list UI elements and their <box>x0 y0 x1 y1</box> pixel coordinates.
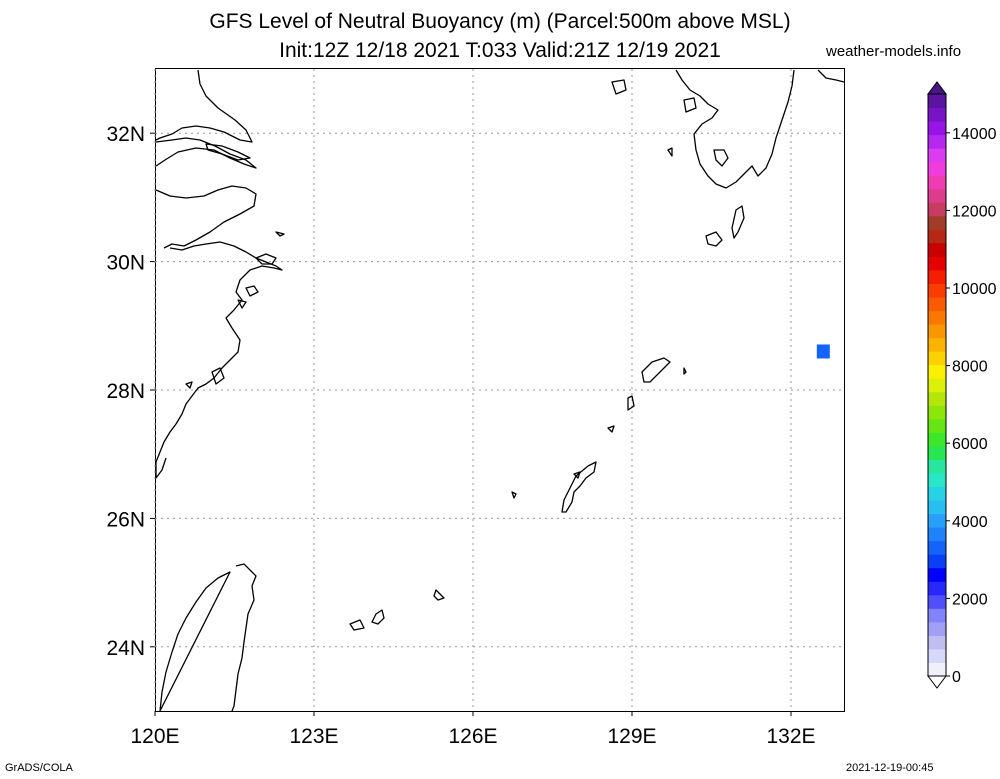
colorbar-max-arrow <box>927 81 947 95</box>
colorbar-swatch <box>928 459 946 474</box>
colorbar-swatch <box>928 256 946 271</box>
colorbar-swatch <box>928 324 946 339</box>
ishigaki-island <box>371 609 385 625</box>
colorbar-swatch <box>928 297 946 312</box>
okinawa-island <box>561 461 597 513</box>
timestamp-label: 2021-12-19-00:45 <box>846 762 934 774</box>
colorbar-swatch <box>928 648 946 663</box>
colorbar-swatch <box>928 554 946 569</box>
data-features <box>816 344 830 359</box>
colorbar-swatch <box>928 310 946 325</box>
colorbar-swatch <box>928 351 946 366</box>
colorbar-swatch <box>928 405 946 420</box>
kikai-island <box>683 367 687 375</box>
colorbar-swatch <box>928 364 946 379</box>
colorbar-swatch <box>928 445 946 460</box>
colorbar-label: 4000 <box>952 514 988 531</box>
lat-label: 30N <box>106 252 145 275</box>
colorbar-swatch <box>928 391 946 406</box>
tokunoshima-island <box>627 395 635 411</box>
colorbar-min-arrow <box>927 675 947 689</box>
okinoerabu-island <box>607 425 615 433</box>
coastlines <box>155 69 845 712</box>
tanegashima-island <box>731 205 745 239</box>
colorbar-swatch <box>928 148 946 163</box>
taiwan-coastline <box>159 563 257 712</box>
lat-label: 28N <box>106 380 145 403</box>
colorbar-swatch <box>928 594 946 609</box>
colorbar-swatch <box>928 94 946 109</box>
colorbar-frame <box>927 93 947 677</box>
colorbar-swatch <box>928 662 946 677</box>
japan-north-coast <box>817 69 845 83</box>
colorbar-label: 14000 <box>952 126 997 143</box>
colorbar-swatch <box>928 608 946 623</box>
colorbar-label: 10000 <box>952 281 997 298</box>
miyako-island <box>433 589 445 601</box>
fujian-islands <box>185 367 225 389</box>
colorbar-swatch <box>928 161 946 176</box>
map-title-line-1: GFS Level of Neutral Buoyancy (m) (Parce… <box>209 10 791 33</box>
colorbar-label: 6000 <box>952 436 988 453</box>
colorbar-swatch <box>928 621 946 636</box>
goto-islands <box>611 79 697 157</box>
colorbar-swatch <box>928 229 946 244</box>
lat-label: 32N <box>106 123 145 146</box>
kyushu-bay <box>713 149 729 167</box>
kyushu-coastline <box>675 69 795 189</box>
lat-label: 24N <box>106 637 145 660</box>
colorbar-swatch <box>928 269 946 284</box>
yakushima-island <box>705 231 723 247</box>
colorbar-label: 0 <box>952 669 961 686</box>
lon-label: 123E <box>289 725 338 748</box>
colorbar-swatch <box>928 175 946 190</box>
colorbar-swatch <box>928 378 946 393</box>
china-inlet <box>205 143 251 161</box>
colorbar-label: 8000 <box>952 359 988 376</box>
colorbar-swatch <box>928 500 946 515</box>
colorbar-label: 12000 <box>952 203 997 220</box>
colorbar-swatch <box>928 581 946 596</box>
credit-label: GrADS/COLA <box>5 762 73 774</box>
colorbar-swatch <box>928 540 946 555</box>
colorbar-swatch <box>928 527 946 542</box>
colorbar-swatch <box>928 567 946 582</box>
map-title-line-2: Init:12Z 12/18 2021 T:033 Valid:21Z 12/1… <box>279 39 721 62</box>
colorbar-swatch <box>928 202 946 217</box>
colorbar-swatch <box>928 188 946 203</box>
amami-island <box>641 357 671 383</box>
colorbar-swatch <box>928 432 946 447</box>
lon-label: 129E <box>607 725 656 748</box>
colorbar-swatch <box>928 337 946 352</box>
colorbar-swatch <box>928 418 946 433</box>
site-label: weather-models.info <box>826 43 962 60</box>
colorbar-swatch <box>928 134 946 149</box>
china-coastline <box>155 69 283 479</box>
zhoushan-islands <box>237 231 285 309</box>
blue-cell <box>816 344 830 359</box>
colorbar-swatch <box>928 472 946 488</box>
colorbar-swatch <box>928 283 946 298</box>
axis-labels: 32N 30N 28N 26N 24N 120E 123E 126E 129E 132E <box>106 123 815 748</box>
colorbar-label: 2000 <box>952 591 988 608</box>
colorbar: 0 2000 4000 6000 8000 10000 12000 14000 <box>927 81 997 689</box>
colorbar-swatch <box>928 215 946 230</box>
lon-label: 132E <box>766 725 815 748</box>
colorbar-swatch <box>928 121 946 136</box>
lon-label: 126E <box>448 725 497 748</box>
grid-lines <box>150 69 844 716</box>
colorbar-swatch <box>928 513 946 528</box>
lat-label: 26N <box>106 508 145 531</box>
colorbar-swatch <box>928 242 946 257</box>
kume-island <box>511 491 517 499</box>
lon-label: 120E <box>130 725 179 748</box>
iriomote-island <box>349 619 365 631</box>
colorbar-swatch <box>928 635 946 650</box>
colorbar-swatch <box>928 486 946 501</box>
colorbar-swatch <box>928 107 946 122</box>
